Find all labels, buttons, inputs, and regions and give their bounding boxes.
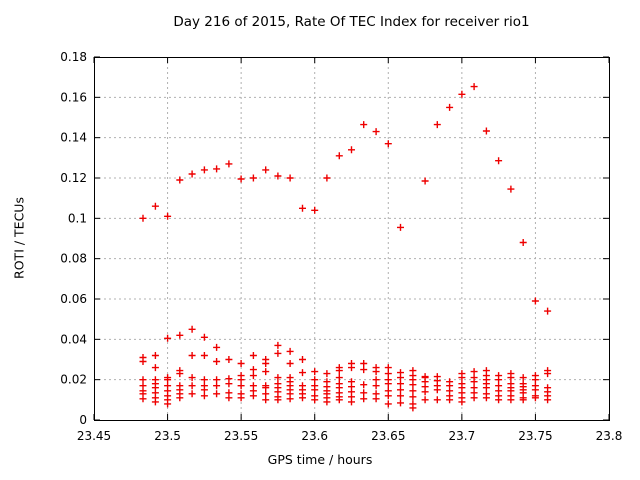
series-low-roti-background-markers xyxy=(139,325,552,412)
x-tick-label: 23.8 xyxy=(596,429,623,443)
x-axis-label: GPS time / hours xyxy=(267,452,373,467)
y-tick-label: 0.04 xyxy=(60,332,87,346)
y-tick-label: 0.12 xyxy=(60,171,87,185)
x-tick-label: 23.5 xyxy=(154,429,181,443)
tick-labels: 23.45 23.5 23.55 23.6 23.65 23.7 23.75 23.8 0 0.0… xyxy=(60,50,622,443)
x-tick-label: 23.45 xyxy=(77,429,111,443)
x-tick-label: 23.75 xyxy=(518,429,552,443)
y-tick-label: 0.06 xyxy=(60,292,87,306)
series-high-roti-trace-markers xyxy=(139,83,552,315)
axes xyxy=(93,56,610,421)
y-axis-label: ROTI / TECUs xyxy=(11,197,27,279)
x-tick-label: 23.7 xyxy=(448,429,475,443)
y-tick-label: 0.18 xyxy=(60,50,87,64)
y-tick-label: 0.16 xyxy=(60,90,87,104)
chart-title: Day 216 of 2015, Rate Of TEC Index for r… xyxy=(173,14,530,30)
x-tick-label: 23.6 xyxy=(301,429,328,443)
plot-border xyxy=(94,57,610,421)
y-tick-label: 0.1 xyxy=(68,211,87,225)
y-tick-label: 0 xyxy=(79,413,87,427)
y-tick-label: 0.14 xyxy=(60,131,87,145)
y-tick-label: 0.08 xyxy=(60,252,87,266)
x-tick-label: 23.55 xyxy=(224,429,258,443)
x-tick-label: 23.65 xyxy=(371,429,405,443)
y-tick-label: 0.02 xyxy=(60,373,87,387)
